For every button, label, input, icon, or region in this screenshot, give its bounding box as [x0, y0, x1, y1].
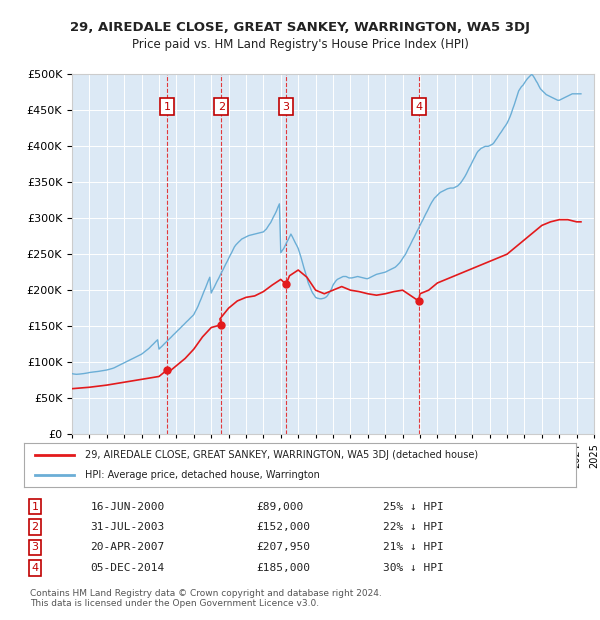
Text: 3: 3: [32, 542, 38, 552]
Text: Price paid vs. HM Land Registry's House Price Index (HPI): Price paid vs. HM Land Registry's House …: [131, 38, 469, 51]
Text: 20-APR-2007: 20-APR-2007: [90, 542, 164, 552]
Text: £152,000: £152,000: [256, 522, 310, 532]
Text: £89,000: £89,000: [256, 502, 303, 512]
Text: This data is licensed under the Open Government Licence v3.0.: This data is licensed under the Open Gov…: [30, 600, 319, 608]
Text: £185,000: £185,000: [256, 563, 310, 573]
Text: 4: 4: [415, 102, 422, 112]
Text: 2: 2: [218, 102, 225, 112]
Text: 2: 2: [31, 522, 38, 532]
Text: 29, AIREDALE CLOSE, GREAT SANKEY, WARRINGTON, WA5 3DJ (detached house): 29, AIREDALE CLOSE, GREAT SANKEY, WARRIN…: [85, 451, 478, 461]
Text: £207,950: £207,950: [256, 542, 310, 552]
Text: HPI: Average price, detached house, Warrington: HPI: Average price, detached house, Warr…: [85, 469, 320, 479]
Text: 21% ↓ HPI: 21% ↓ HPI: [383, 542, 443, 552]
Text: 25% ↓ HPI: 25% ↓ HPI: [383, 502, 443, 512]
Text: Contains HM Land Registry data © Crown copyright and database right 2024.: Contains HM Land Registry data © Crown c…: [30, 590, 382, 598]
Text: 16-JUN-2000: 16-JUN-2000: [90, 502, 164, 512]
Text: 22% ↓ HPI: 22% ↓ HPI: [383, 522, 443, 532]
Text: 3: 3: [283, 102, 290, 112]
Text: 31-JUL-2003: 31-JUL-2003: [90, 522, 164, 532]
Text: 1: 1: [164, 102, 170, 112]
Text: 30% ↓ HPI: 30% ↓ HPI: [383, 563, 443, 573]
Text: 4: 4: [31, 563, 38, 573]
Text: 29, AIREDALE CLOSE, GREAT SANKEY, WARRINGTON, WA5 3DJ: 29, AIREDALE CLOSE, GREAT SANKEY, WARRIN…: [70, 22, 530, 34]
Text: 05-DEC-2014: 05-DEC-2014: [90, 563, 164, 573]
Text: 1: 1: [32, 502, 38, 512]
